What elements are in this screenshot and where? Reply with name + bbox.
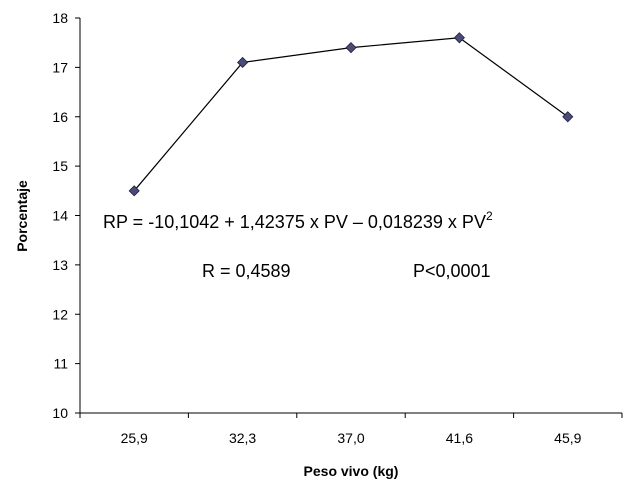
x-ticks: 25,9 32,3 37,0 41,6 45,9 — [79, 413, 623, 446]
y-tick-label: 14 — [52, 208, 68, 224]
data-point-marker — [453, 32, 465, 44]
y-ticks: 10 11 12 13 14 15 16 17 18 — [52, 10, 80, 421]
y-tick-label: 15 — [52, 158, 68, 174]
regression-equation: RP = -10,1042 + 1,42375 x PV – 0,018239 … — [103, 209, 493, 232]
x-tick-label: 37,0 — [337, 430, 364, 446]
y-tick-label: 16 — [52, 109, 68, 125]
x-tick-label: 25,9 — [121, 430, 148, 446]
data-point-marker — [562, 111, 574, 123]
y-axis-title: Porcentaje — [14, 180, 30, 252]
y-tick-label: 11 — [53, 356, 68, 372]
regression-equation-text: RP = -10,1042 + 1,42375 x PV – 0,018239 … — [103, 212, 486, 232]
y-tick-label: 17 — [52, 59, 68, 75]
data-point-marker — [237, 56, 249, 69]
x-tick-label: 41,6 — [446, 430, 473, 446]
x-tick-label: 32,3 — [229, 430, 256, 446]
y-tick-label: 10 — [52, 405, 68, 421]
regression-equation-exponent: 2 — [486, 209, 493, 223]
data-point-marker — [345, 42, 357, 54]
data-point-marker — [128, 185, 140, 197]
y-tick-label: 13 — [52, 257, 68, 273]
series-layer — [128, 32, 574, 197]
y-tick-label: 12 — [52, 306, 68, 322]
p-value-annotation: P<0,0001 — [413, 261, 491, 281]
r-value-annotation: R = 0,4589 — [202, 261, 291, 281]
series-line — [133, 37, 569, 192]
x-tick-label: 45,9 — [554, 430, 581, 446]
y-tick-label: 18 — [52, 10, 68, 26]
x-axis-title: Peso vivo (kg) — [304, 463, 399, 479]
